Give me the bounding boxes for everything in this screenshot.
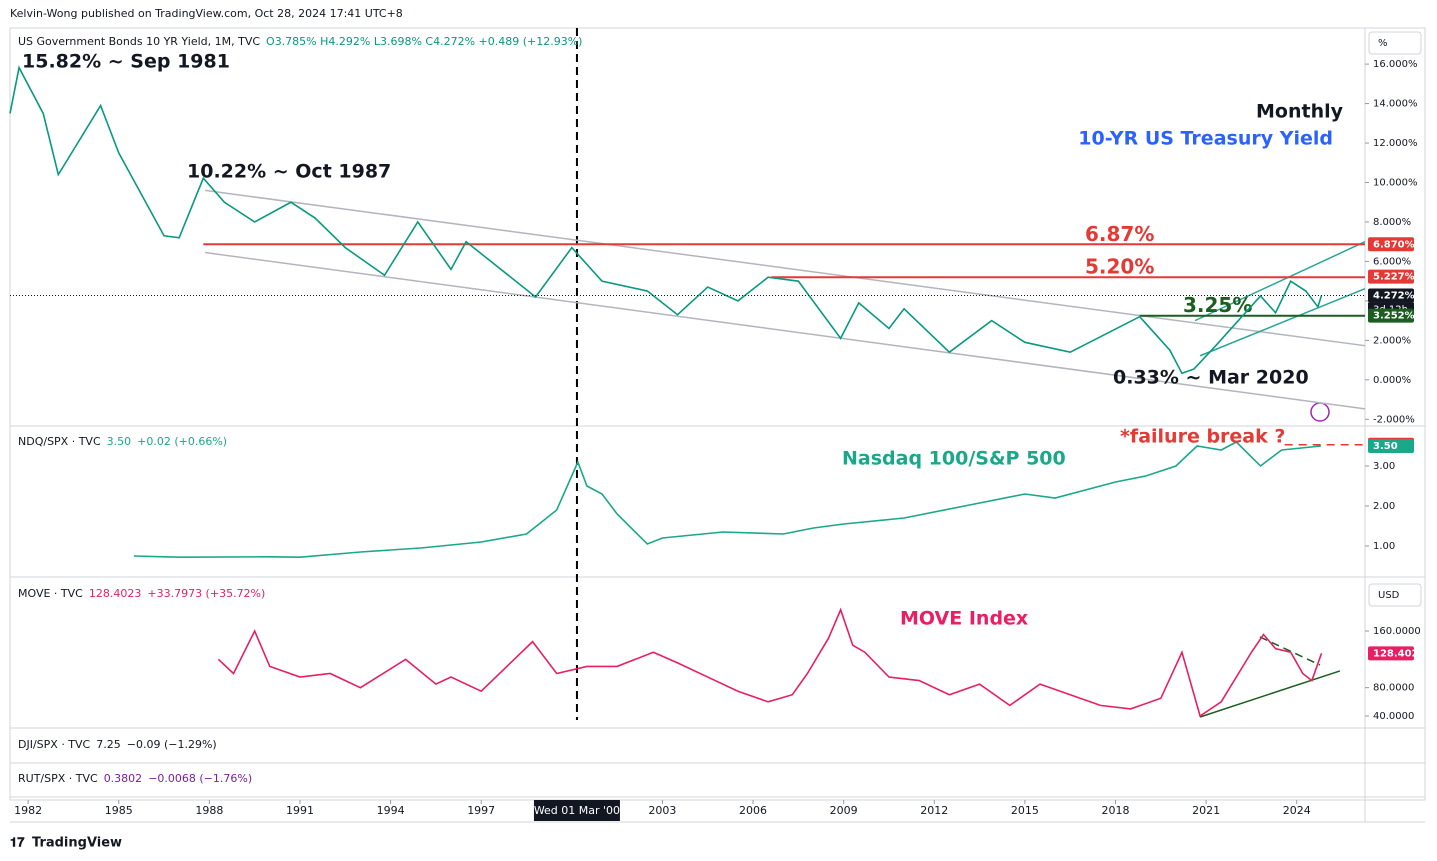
price-label-box — [1368, 237, 1414, 252]
x-tick-label: 2006 — [739, 804, 767, 817]
axis-unit: % — [1378, 38, 1388, 49]
series-line — [9, 65, 1323, 375]
price-label: 3.50 — [1373, 441, 1398, 452]
y-tick-label: 160.0000 — [1373, 626, 1421, 637]
brand-logo: 𝟏𝟕 — [10, 836, 25, 851]
series-line — [133, 441, 1321, 559]
price-label-box — [1368, 439, 1414, 453]
price-label: 4.272% — [1373, 291, 1415, 302]
y-tick-label: 16.000% — [1373, 59, 1418, 70]
pane-legend: MOVE · TVC — [18, 587, 83, 600]
trend-line — [1199, 287, 1366, 357]
pane-stat: 128.4023 — [89, 587, 142, 600]
annotation: Nasdaq 100/S&P 500 — [842, 448, 1066, 470]
y-tick-label: 0.000% — [1373, 375, 1411, 386]
annotation: 10.22% ~ Oct 1987 — [187, 161, 391, 183]
x-tick-label: 2021 — [1192, 804, 1220, 817]
annotation: 15.82% ~ Sep 1981 — [22, 51, 230, 73]
y-tick-label: 40.0000 — [1373, 711, 1414, 722]
publish-header: Kelvin-Wong published on TradingView.com… — [10, 7, 403, 20]
level-label: 3.25% — [1183, 293, 1252, 317]
series-line — [217, 607, 1323, 718]
price-label: 3.252% — [1373, 311, 1415, 322]
pane-stat: 0.3802 — [104, 772, 143, 785]
y-tick-label: 14.000% — [1373, 99, 1418, 110]
level-label: 5.20% — [1085, 255, 1154, 279]
y-tick-label: 3.00 — [1373, 461, 1395, 472]
trend-line — [1259, 636, 1321, 666]
y-tick-label: 80.0000 — [1373, 683, 1414, 694]
axis-unit-box — [1368, 583, 1422, 607]
annotation: 0.33% ~ Mar 2020 — [1113, 367, 1309, 389]
price-label-box — [1368, 308, 1414, 323]
x-tick-label: 1985 — [105, 804, 133, 817]
annotation: 10-YR US Treasury Yield — [1078, 128, 1333, 150]
x-tick-label: 1982 — [14, 804, 42, 817]
x-tick-label: 1997 — [467, 804, 495, 817]
x-tick-label: 2012 — [920, 804, 948, 817]
annotation: *failure break ? — [1120, 426, 1285, 448]
y-tick-label: 2.00 — [1373, 501, 1395, 512]
price-label-box — [1368, 646, 1414, 661]
crosshair-label-box — [533, 800, 620, 821]
pane-stat: +0.02 (+0.66%) — [137, 435, 227, 448]
crosshair-label: Wed 01 Mar '00 — [534, 804, 620, 817]
axis-unit-box — [1368, 31, 1422, 55]
y-tick-label: 1.00 — [1373, 541, 1395, 552]
trend-line — [1199, 670, 1341, 718]
price-label-box — [1368, 269, 1414, 284]
x-tick-label: 2018 — [1102, 804, 1130, 817]
price-label-box — [1368, 288, 1414, 303]
pane-stat: −0.0068 (−1.76%) — [148, 772, 252, 785]
footer-brand: TradingView — [32, 836, 122, 851]
price-label: 5.227% — [1373, 272, 1415, 283]
x-tick-label: 1988 — [195, 804, 223, 817]
x-tick-label: 1991 — [286, 804, 314, 817]
x-tick-label: 1994 — [377, 804, 405, 817]
y-tick-label: 12.000% — [1373, 138, 1418, 149]
x-tick-label: 2009 — [830, 804, 858, 817]
pane-legend: DJI/SPX · TVC — [18, 738, 91, 751]
annotation: MOVE Index — [900, 608, 1028, 630]
x-tick-label: 2015 — [1011, 804, 1039, 817]
axis-unit: USD — [1378, 590, 1400, 601]
pane-legend: RUT/SPX · TVC — [18, 772, 98, 785]
annotation: Monthly — [1256, 101, 1344, 123]
trend-line — [1194, 241, 1366, 322]
pane-stat: −0.09 (−1.29%) — [127, 738, 217, 751]
trend-line — [205, 251, 1366, 410]
pane-stat: 3.50 — [107, 435, 132, 448]
level-label: 6.87% — [1085, 222, 1154, 246]
x-tick-label: 2024 — [1283, 804, 1311, 817]
pane-stat: +33.7973 (+35.72%) — [147, 587, 265, 600]
x-tick-label: 2003 — [648, 804, 676, 817]
pane-stat: 7.25 — [96, 738, 121, 751]
trend-line — [205, 189, 1366, 347]
y-tick-label: 8.000% — [1373, 217, 1411, 228]
pane-legend: US Government Bonds 10 YR Yield, 1M, TVC — [18, 35, 260, 48]
y-tick-label: -2.000% — [1373, 414, 1415, 425]
y-tick-label: 2.000% — [1373, 335, 1411, 346]
y-tick-label: 10.000% — [1373, 178, 1418, 189]
price-label: 6.870% — [1373, 239, 1415, 250]
pane-stat: O3.785% H4.292% L3.698% C4.272% +0.489 (… — [266, 35, 582, 48]
frame — [9, 27, 1426, 801]
y-tick-label: 6.000% — [1373, 256, 1411, 267]
price-label: 128.4023 — [1373, 648, 1426, 659]
pane-legend: NDQ/SPX · TVC — [18, 435, 101, 448]
